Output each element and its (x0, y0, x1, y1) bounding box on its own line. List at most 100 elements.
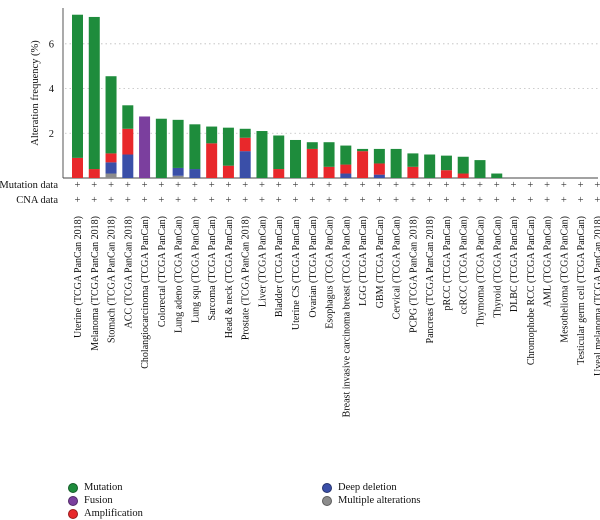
row-marker-1-29: + (561, 195, 567, 206)
x-tick-label-7: Lung squ (TCGA PanCan) (190, 216, 201, 323)
bar-16-mutation (340, 145, 352, 165)
legend-item-deep-deletion: Deep deletion (322, 482, 397, 493)
row-marker-1-21: + (427, 195, 433, 206)
row-marker-1-20: + (410, 195, 416, 206)
row-marker-1-27: + (527, 195, 533, 206)
bar-4-fusion (139, 116, 151, 178)
bar-0-amplification (72, 157, 83, 178)
x-tick-label-3: ACC (TCGA PanCan 2018) (123, 216, 134, 329)
row-marker-1-30: + (578, 195, 584, 206)
bar-17-mutation (357, 148, 369, 152)
row-label-1: CNA data (16, 195, 58, 206)
x-tick-label-18: GBM (TCGA PanCan) (375, 216, 386, 308)
row-marker-0-11: + (259, 180, 265, 191)
y-tick-label-2: 2 (49, 129, 54, 140)
bar-14-mutation (306, 142, 318, 149)
bar-2-multiple-alterations (105, 173, 117, 178)
x-tick-label-13: Uterine CS (TCGA PanCan) (291, 216, 302, 330)
row-marker-1-10: + (242, 195, 248, 206)
row-marker-0-16: + (343, 180, 349, 191)
legend-label-multiple-alterations: Multiple alterations (338, 495, 421, 506)
row-marker-0-18: + (376, 180, 382, 191)
row-marker-1-1: + (91, 195, 97, 206)
bar-11-mutation (256, 131, 268, 178)
row-marker-0-2: + (108, 180, 114, 191)
legend-label-amplification: Amplification (84, 508, 143, 519)
row-marker-1-5: + (158, 195, 164, 206)
legend-swatch-multiple-alterations (322, 495, 332, 506)
row-marker-0-14: + (309, 180, 315, 191)
row-marker-0-1: + (91, 180, 97, 191)
bar-15-amplification (323, 166, 335, 178)
bar-16-deep-deletion (340, 173, 352, 178)
bar-3-mutation (122, 105, 134, 129)
row-label-0: Mutation data (0, 180, 58, 191)
x-tick-label-2: Stomach (TCGA PanCan 2018) (107, 216, 118, 343)
x-tick-label-29: Mesothelioma (TCGA PanCan) (559, 216, 570, 343)
row-marker-0-0: + (75, 180, 81, 191)
bar-10-amplification (239, 137, 251, 152)
legend-swatch-amplification (68, 508, 78, 519)
bar-23-mutation (457, 156, 469, 174)
row-marker-0-10: + (242, 180, 248, 191)
bar-17-amplification (357, 151, 369, 178)
x-tick-label-28: AML (TCGA PanCan) (543, 216, 554, 307)
row-marker-1-17: + (360, 195, 366, 206)
bar-21-mutation (424, 154, 436, 178)
row-marker-1-4: + (142, 195, 148, 206)
bar-7-deep-deletion (189, 169, 201, 178)
x-tick-label-16: Breast invasive carcinoma breast (TCGA P… (341, 216, 352, 417)
legend-item-fusion: Fusion (68, 495, 113, 506)
x-tick-label-25: Thyroid (TCGA PanCan) (492, 216, 503, 318)
row-marker-1-0: + (75, 195, 81, 206)
row-marker-0-20: + (410, 180, 416, 191)
legend-swatch-mutation (68, 482, 78, 493)
bar-2-deep-deletion (105, 162, 117, 174)
x-tick-label-15: Esophagus (TCGA PanCan) (325, 216, 336, 329)
legend-swatch-deep-deletion (322, 482, 332, 493)
legend-label-deep-deletion: Deep deletion (338, 482, 397, 493)
row-marker-1-24: + (477, 195, 483, 206)
row-marker-1-8: + (209, 195, 215, 206)
bar-9-mutation (222, 127, 234, 166)
bar-7-mutation (189, 124, 201, 170)
x-tick-label-21: Pancreas (TCGA PanCan 2018) (425, 216, 436, 343)
bar-22-amplification (440, 170, 452, 178)
x-tick-label-26: DLBC (TCGA PanCan) (509, 216, 520, 312)
x-tick-label-0: Uterine (TCGA PanCan 2018) (73, 216, 84, 338)
row-marker-0-22: + (443, 180, 449, 191)
x-tick-label-5: Colorectal (TCGA PanCan) (157, 216, 168, 327)
bar-1-mutation (88, 16, 100, 170)
row-marker-0-26: + (511, 180, 517, 191)
bar-12-amplification (273, 169, 285, 178)
bar-12-mutation (273, 135, 285, 170)
row-marker-0-23: + (460, 180, 466, 191)
bar-2-mutation (105, 76, 117, 154)
bar-9-amplification (222, 165, 234, 178)
row-marker-0-21: + (427, 180, 433, 191)
bar-6-mutation (172, 119, 184, 168)
x-tick-label-8: Sarcoma (TCGA PanCan) (207, 216, 218, 320)
bar-25-mutation (491, 173, 503, 178)
row-marker-0-15: + (326, 180, 332, 191)
row-marker-1-22: + (443, 195, 449, 206)
x-tick-label-11: Liver (TCGA PanCan) (257, 216, 268, 307)
x-tick-label-6: Lung adeno (TCGA PanCan) (174, 216, 185, 333)
x-tick-label-19: Cervical (TCGA PanCan) (392, 216, 403, 319)
x-tick-label-31: Uveal melanoma (TCGA PanCan 2018) (593, 216, 600, 376)
bar-22-mutation (440, 155, 452, 171)
row-marker-0-29: + (561, 180, 567, 191)
bar-23-amplification (457, 173, 469, 178)
row-marker-1-14: + (309, 195, 315, 206)
bar-15-mutation (323, 142, 335, 167)
row-marker-0-12: + (276, 180, 282, 191)
row-marker-1-2: + (108, 195, 114, 206)
bar-10-deep-deletion (239, 151, 251, 178)
x-tick-label-1: Melanoma (TCGA PanCan 2018) (90, 216, 101, 351)
legend-item-multiple-alterations: Multiple alterations (322, 495, 421, 506)
x-tick-label-24: Thymoma (TCGA PanCan) (475, 216, 486, 327)
x-tick-label-17: LGG (TCGA PanCan) (358, 216, 369, 306)
bar-20-mutation (407, 153, 419, 167)
row-marker-1-23: + (460, 195, 466, 206)
bar-18-amplification (373, 163, 385, 175)
